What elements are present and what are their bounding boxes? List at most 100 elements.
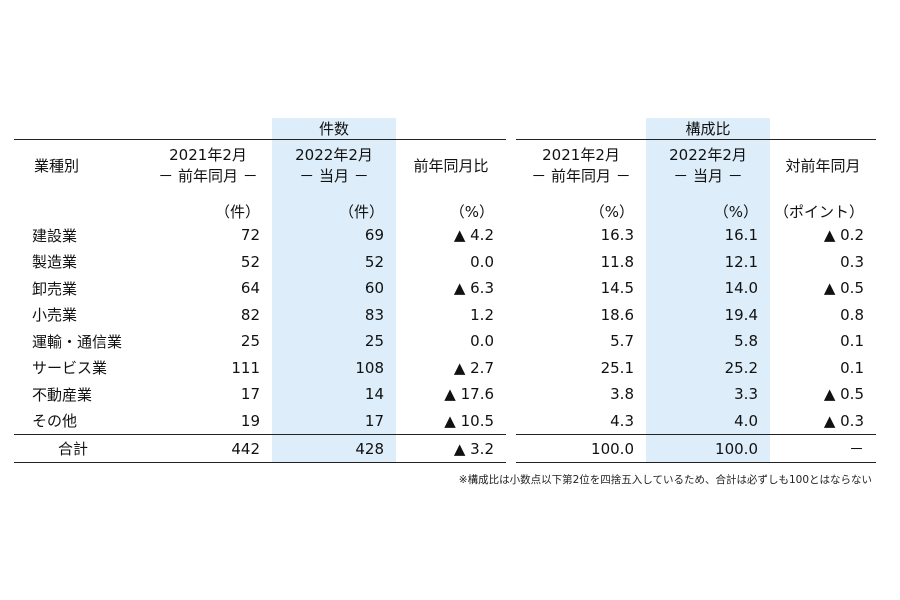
unit-label: （件） xyxy=(272,192,396,222)
statistics-sheet: 件数 業種別 2021年2月 － 前年同月 － 2022年2月 － 当月 － 前… xyxy=(14,118,876,488)
cell-value: 25.1 xyxy=(600,358,634,377)
cell-value: 0.1 xyxy=(840,332,864,351)
table-row: 運輸・通信業 25 25 0.0 xyxy=(14,328,506,355)
cell-value: 0.0 xyxy=(470,332,494,351)
cell-value: ▲ 0.5 xyxy=(823,279,864,298)
category-header: 業種別 xyxy=(34,156,80,175)
row-label: 小売業 xyxy=(32,306,78,325)
cell-value: 0.1 xyxy=(840,358,864,377)
cell-value: 4.0 xyxy=(646,407,770,435)
unit-label: （%） xyxy=(646,192,770,222)
count-table: 件数 業種別 2021年2月 － 前年同月 － 2022年2月 － 当月 － 前… xyxy=(14,118,506,463)
cell-value: 17 xyxy=(272,407,396,435)
composition-group-label: 構成比 xyxy=(646,118,770,140)
count-unit-row: （件） （件） （%） xyxy=(14,192,506,222)
total-value: 100.0 xyxy=(516,434,646,463)
cell-value: 1.2 xyxy=(470,305,494,324)
table-row: 25.1 25.2 0.1 xyxy=(516,354,876,381)
cell-value: 111 xyxy=(231,358,260,377)
cell-value: 52 xyxy=(272,248,396,275)
count-column-header-row: 業種別 2021年2月 － 前年同月 － 2022年2月 － 当月 － 前年同月… xyxy=(14,139,506,192)
cell-value: 0.0 xyxy=(470,252,494,271)
row-label: 建設業 xyxy=(32,226,78,245)
cell-value: 64 xyxy=(240,279,260,298)
composition-column-header-row: 2021年2月 － 前年同月 － 2022年2月 － 当月 － 対前年同月 xyxy=(516,139,876,192)
table-row: 11.8 12.1 0.3 xyxy=(516,248,876,275)
row-label: 不動産業 xyxy=(32,385,93,404)
cell-value: 14.0 xyxy=(646,275,770,302)
table-row: サービス業 111 108 ▲ 2.7 xyxy=(14,354,506,381)
cell-value: 83 xyxy=(272,301,396,328)
table-row: 製造業 52 52 0.0 xyxy=(14,248,506,275)
total-value: 428 xyxy=(272,434,396,463)
table-row: 小売業 82 83 1.2 xyxy=(14,301,506,328)
table-row: 18.6 19.4 0.8 xyxy=(516,301,876,328)
composition-table: 構成比 2021年2月 － 前年同月 － 2022年2月 － 当月 － 対前年同… xyxy=(516,118,876,463)
count-curr-header: 2022年2月 － 当月 － xyxy=(272,139,396,192)
cell-value: 14.5 xyxy=(600,279,634,298)
table-row: 4.3 4.0 ▲ 0.3 xyxy=(516,407,876,435)
cell-value: 3.3 xyxy=(646,381,770,408)
cell-value: 0.3 xyxy=(840,252,864,271)
total-label: 合計 xyxy=(14,434,144,463)
table-row: 3.8 3.3 ▲ 0.5 xyxy=(516,381,876,408)
composition-unit-row: （%） （%） （ポイント） xyxy=(516,192,876,222)
cell-value: ▲ 10.5 xyxy=(444,411,494,430)
row-label: その他 xyxy=(32,412,78,431)
unit-label: （ポイント） xyxy=(773,203,864,221)
cell-value: ▲ 2.7 xyxy=(453,358,494,377)
cell-value: 72 xyxy=(240,226,260,245)
cell-value: 19.4 xyxy=(646,301,770,328)
cell-value: ▲ 6.3 xyxy=(453,279,494,298)
cell-value: 108 xyxy=(272,354,396,381)
count-group-header-row: 件数 xyxy=(14,118,506,140)
table-row: その他 19 17 ▲ 10.5 xyxy=(14,407,506,435)
total-row: 合計 442 428 ▲ 3.2 xyxy=(14,434,506,463)
count-group-label: 件数 xyxy=(272,118,396,140)
cell-value: 25.2 xyxy=(646,354,770,381)
cell-value: 11.8 xyxy=(600,252,634,271)
table-row: 建設業 72 69 ▲ 4.2 xyxy=(14,222,506,249)
table-row: 不動産業 17 14 ▲ 17.6 xyxy=(14,381,506,408)
row-label: 卸売業 xyxy=(32,279,78,298)
total-value: 442 xyxy=(144,434,272,463)
unit-label: （%） xyxy=(449,203,494,221)
cell-value: 12.1 xyxy=(646,248,770,275)
cell-value: 5.8 xyxy=(646,328,770,355)
cell-value: 25 xyxy=(272,328,396,355)
cell-value: 25 xyxy=(240,332,260,351)
composition-curr-header: 2022年2月 － 当月 － xyxy=(646,139,770,192)
row-label: 製造業 xyxy=(32,253,78,272)
total-value: 100.0 xyxy=(646,434,770,463)
composition-prev-header: 2021年2月 － 前年同月 － xyxy=(531,146,631,185)
cell-value: 18.6 xyxy=(600,305,634,324)
cell-value: 4.3 xyxy=(610,411,634,430)
cell-value: 17 xyxy=(240,385,260,404)
table-row: 5.7 5.8 0.1 xyxy=(516,328,876,355)
cell-value: ▲ 4.2 xyxy=(453,226,494,245)
cell-value: 16.3 xyxy=(600,226,634,245)
cell-value: ▲ 0.3 xyxy=(823,411,864,430)
cell-value: 5.7 xyxy=(610,332,634,351)
cell-value: 16.1 xyxy=(646,222,770,249)
row-label: 運輸・通信業 xyxy=(32,332,123,351)
cell-value: 60 xyxy=(272,275,396,302)
count-prev-header: 2021年2月 － 前年同月 － xyxy=(158,146,258,185)
cell-value: 82 xyxy=(240,305,260,324)
cell-value: 69 xyxy=(272,222,396,249)
total-row: 100.0 100.0 － xyxy=(516,434,876,463)
cell-value: ▲ 0.5 xyxy=(823,385,864,404)
count-yoy-header: 前年同月比 xyxy=(413,156,489,175)
cell-value: ▲ 17.6 xyxy=(444,385,494,404)
composition-group-header-row: 構成比 xyxy=(516,118,876,140)
row-label: サービス業 xyxy=(32,359,108,378)
total-value: ▲ 3.2 xyxy=(396,434,506,463)
composition-diff-header: 対前年同月 xyxy=(785,156,861,175)
unit-label: （%） xyxy=(589,203,634,221)
table-row: 16.3 16.1 ▲ 0.2 xyxy=(516,222,876,249)
cell-value: 14 xyxy=(272,381,396,408)
table-row: 14.5 14.0 ▲ 0.5 xyxy=(516,275,876,302)
cell-value: 52 xyxy=(240,252,260,271)
table-row: 卸売業 64 60 ▲ 6.3 xyxy=(14,275,506,302)
footnote: ※構成比は小数点以下第2位を四捨五入しているため、合計は必ずしも100とはならな… xyxy=(458,474,872,486)
